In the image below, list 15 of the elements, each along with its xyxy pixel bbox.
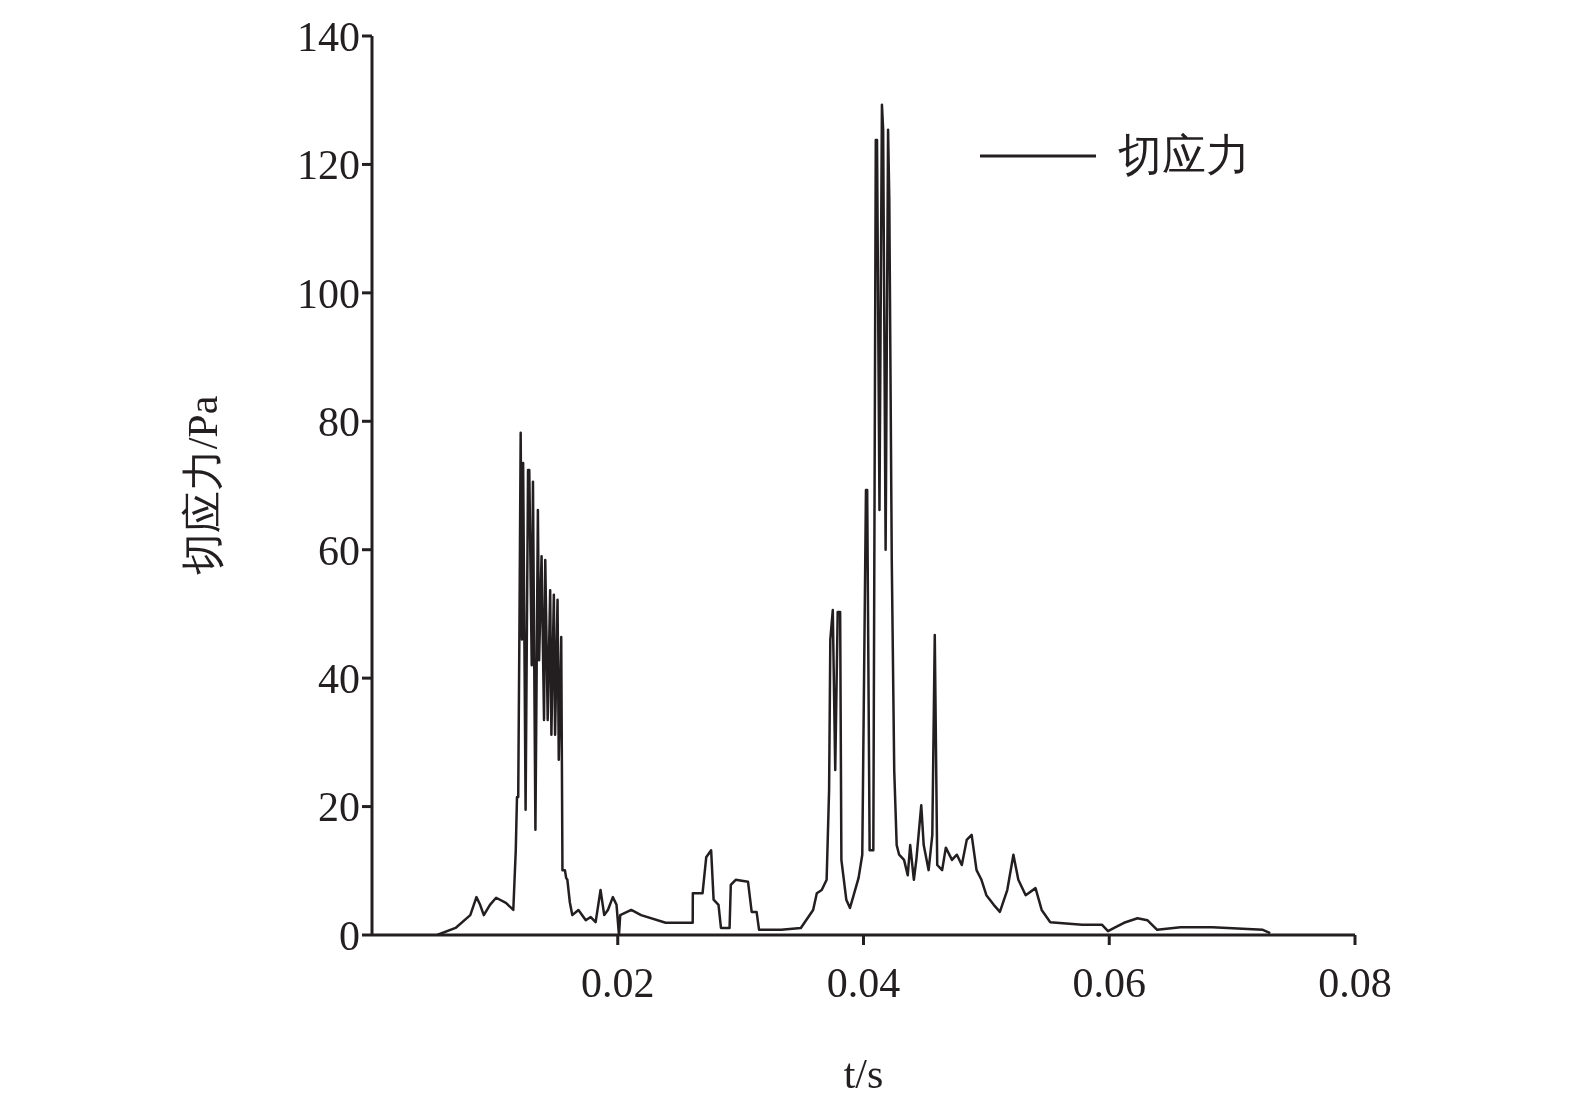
y-tick-label: 120 (297, 142, 360, 189)
y-tick-label: 40 (318, 656, 360, 703)
y-tick-label: 100 (297, 270, 360, 317)
y-tick-label: 80 (318, 399, 360, 446)
x-tick-label: 0.06 (1072, 959, 1146, 1006)
y-axis-title: 切应力/Pa (179, 395, 226, 576)
x-tick-label: 0.08 (1318, 959, 1392, 1006)
x-tick-label: 0.02 (581, 959, 655, 1006)
x-tick-label: 0.04 (826, 959, 901, 1006)
y-tick-label: 60 (318, 527, 360, 574)
y-tick-label: 20 (318, 784, 360, 831)
legend-label: 切应力 (1118, 130, 1250, 182)
y-tick-label: 140 (297, 13, 360, 60)
y-tick-label: 0 (339, 912, 360, 959)
x-axis-title: t/s (843, 1051, 884, 1097)
